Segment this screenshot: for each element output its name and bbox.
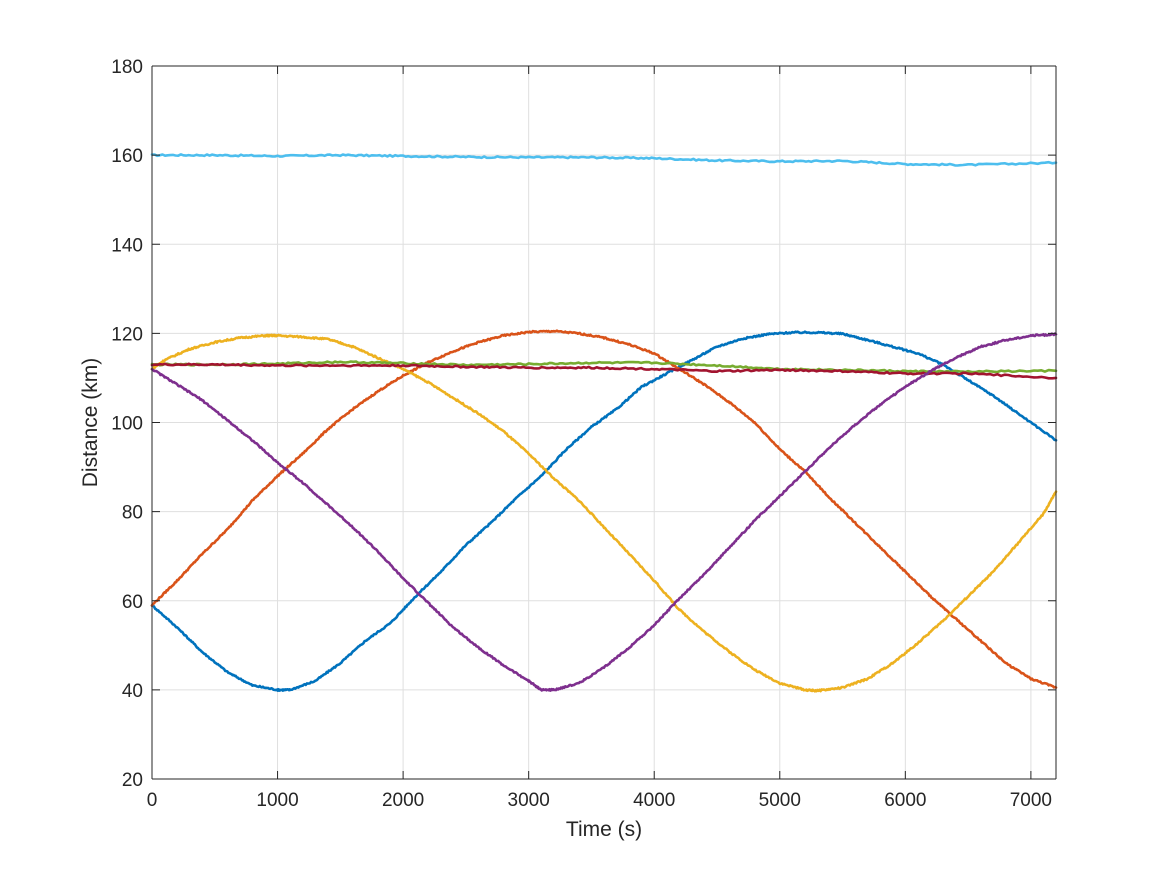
y-tick-label: 80 <box>122 503 143 524</box>
x-tick-label: 1000 <box>256 790 298 811</box>
data-series <box>150 153 1058 693</box>
series-line-6 <box>150 362 1058 380</box>
y-tick-label: 60 <box>122 592 143 613</box>
y-tick-label: 140 <box>111 235 143 256</box>
series-line-1 <box>150 153 1058 167</box>
x-tick-label: 4000 <box>633 790 675 811</box>
series-line-7 <box>150 332 1058 692</box>
x-tick-label: 5000 <box>759 790 801 811</box>
y-tick-label: 100 <box>111 414 143 435</box>
series-line-4 <box>150 333 1058 693</box>
series-line-3 <box>150 329 1058 689</box>
series-line-5 <box>150 360 1058 374</box>
x-tick-label: 2000 <box>382 790 424 811</box>
axes <box>151 65 1057 780</box>
series-line-2 <box>150 330 1058 692</box>
y-tick-label: 180 <box>111 57 143 78</box>
y-axis-title: Distance (km) <box>79 358 102 488</box>
y-tick-label: 120 <box>111 324 143 345</box>
tick-labels: 0 1000 2000 3000 4000 5000 6000 7000 20 40 60 80 100… <box>111 57 1052 811</box>
x-tick-label: 3000 <box>508 790 550 811</box>
x-axis-title: Time (s) <box>566 818 642 841</box>
x-tick-label: 0 <box>147 790 158 811</box>
y-tick-label: 160 <box>111 146 143 167</box>
y-tick-label: 20 <box>122 770 143 791</box>
x-tick-label: 7000 <box>1010 790 1052 811</box>
x-tick-label: 6000 <box>884 790 926 811</box>
y-tick-label: 40 <box>122 681 143 702</box>
